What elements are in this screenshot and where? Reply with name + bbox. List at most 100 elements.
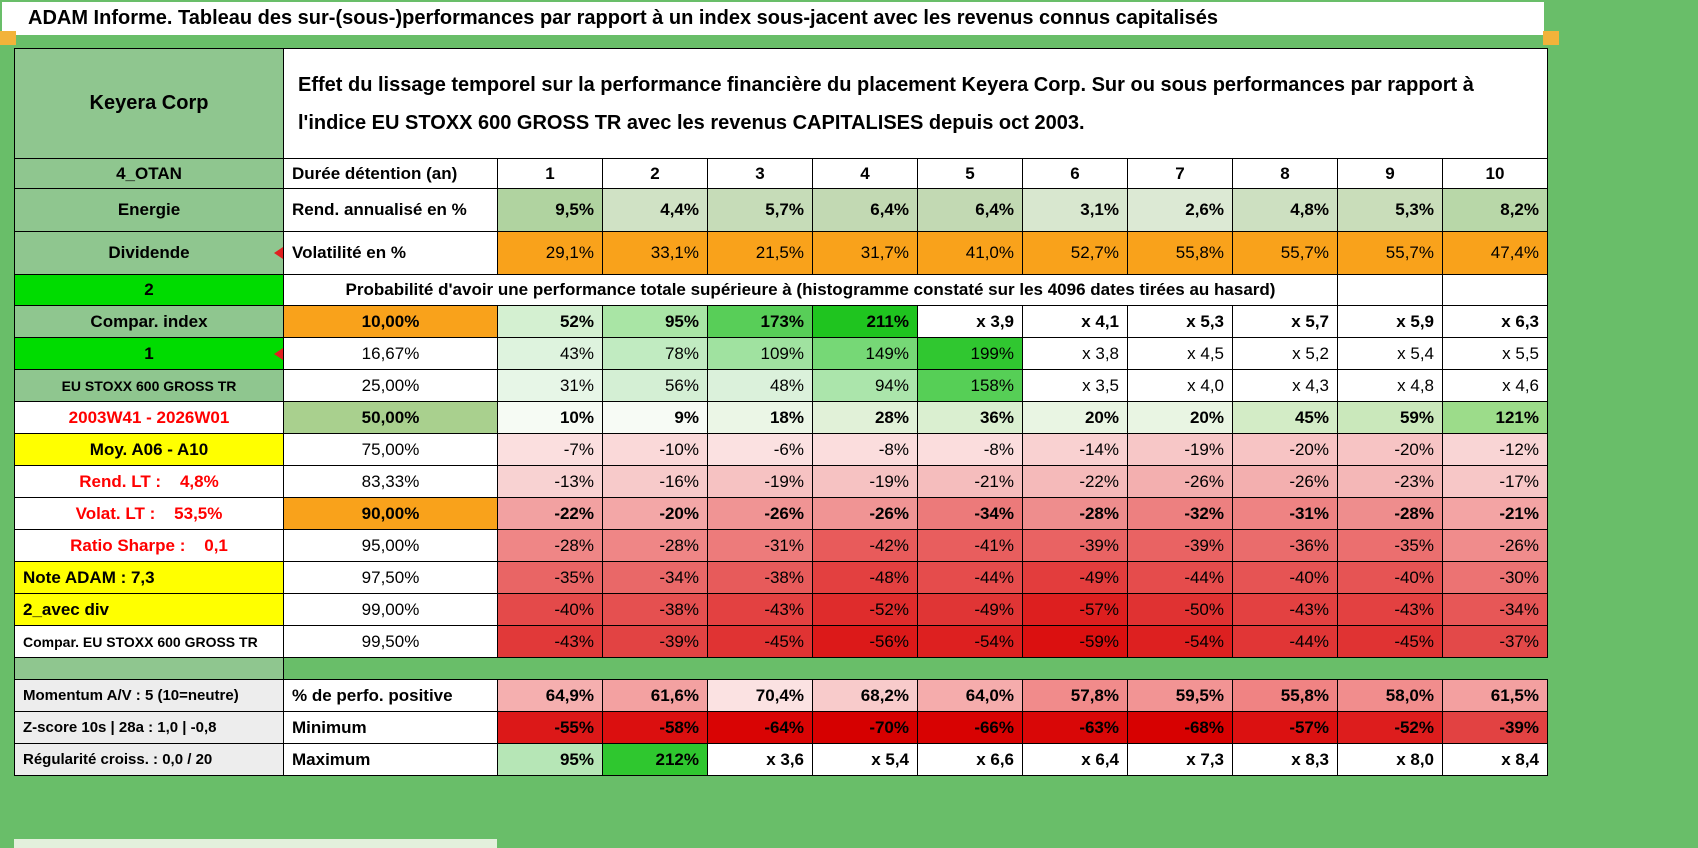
value-cell[interactable]: -59%	[1022, 625, 1128, 658]
value-cell[interactable]: 3,1%	[1022, 188, 1128, 232]
row-label-cell[interactable]: Volatilité en %	[283, 231, 498, 275]
value-cell[interactable]: 5,3%	[1337, 188, 1443, 232]
row-header-cell[interactable]: Volat. LT : 53,5%	[14, 497, 284, 530]
value-cell[interactable]: -54%	[917, 625, 1023, 658]
value-cell[interactable]: -39%	[1127, 529, 1233, 562]
value-cell[interactable]: -31%	[1232, 497, 1338, 530]
value-cell[interactable]: -43%	[1337, 593, 1443, 626]
row-header-cell[interactable]: 2003W41 - 2026W01	[14, 401, 284, 434]
value-cell[interactable]: -22%	[1022, 465, 1128, 498]
empty-cell[interactable]	[1337, 274, 1443, 306]
value-cell[interactable]: 70,4%	[707, 679, 813, 712]
value-cell[interactable]: 18%	[707, 401, 813, 434]
value-cell[interactable]: -34%	[602, 561, 708, 594]
value-cell[interactable]: -20%	[1232, 433, 1338, 466]
value-cell[interactable]: 6,4%	[812, 188, 918, 232]
value-cell[interactable]: 3	[707, 158, 813, 189]
value-cell[interactable]: x 4,6	[1442, 369, 1548, 402]
value-cell[interactable]: 48%	[707, 369, 813, 402]
value-cell[interactable]: 55,7%	[1232, 231, 1338, 275]
value-cell[interactable]: 199%	[917, 337, 1023, 370]
value-cell[interactable]: x 5,9	[1337, 305, 1443, 338]
value-cell[interactable]: -40%	[1337, 561, 1443, 594]
value-cell[interactable]: -70%	[812, 711, 918, 744]
value-cell[interactable]: x 7,3	[1127, 743, 1233, 776]
value-cell[interactable]: 5,7%	[707, 188, 813, 232]
value-cell[interactable]: 121%	[1442, 401, 1548, 434]
value-cell[interactable]: 173%	[707, 305, 813, 338]
value-cell[interactable]: -50%	[1127, 593, 1233, 626]
value-cell[interactable]: -21%	[1442, 497, 1548, 530]
row-header-cell[interactable]: Rend. LT : 4,8%	[14, 465, 284, 498]
value-cell[interactable]: -41%	[917, 529, 1023, 562]
value-cell[interactable]: -28%	[1022, 497, 1128, 530]
row-header-cell[interactable]: 4_OTAN	[14, 158, 284, 189]
value-cell[interactable]: -26%	[1232, 465, 1338, 498]
value-cell[interactable]: -49%	[917, 593, 1023, 626]
value-cell[interactable]: 149%	[812, 337, 918, 370]
row-label-cell[interactable]: 90,00%	[283, 497, 498, 530]
value-cell[interactable]: 8,2%	[1442, 188, 1548, 232]
value-cell[interactable]: 7	[1127, 158, 1233, 189]
value-cell[interactable]: 78%	[602, 337, 708, 370]
value-cell[interactable]: -21%	[917, 465, 1023, 498]
value-cell[interactable]: x 4,1	[1022, 305, 1128, 338]
comment-marker-icon[interactable]	[274, 247, 283, 259]
value-cell[interactable]: -64%	[707, 711, 813, 744]
value-cell[interactable]: x 4,5	[1127, 337, 1233, 370]
row-header-cell[interactable]: 1	[14, 337, 284, 370]
row-header-cell[interactable]: Régularité croiss. : 0,0 / 20	[14, 743, 284, 776]
value-cell[interactable]: -40%	[497, 593, 603, 626]
value-cell[interactable]: 10%	[497, 401, 603, 434]
row-header-cell[interactable]: Note ADAM : 7,3	[14, 561, 284, 594]
value-cell[interactable]: 212%	[602, 743, 708, 776]
value-cell[interactable]: -43%	[1232, 593, 1338, 626]
value-cell[interactable]: -7%	[497, 433, 603, 466]
value-cell[interactable]: 28%	[812, 401, 918, 434]
value-cell[interactable]: -19%	[1127, 433, 1233, 466]
value-cell[interactable]: -26%	[707, 497, 813, 530]
value-cell[interactable]: x 3,6	[707, 743, 813, 776]
value-cell[interactable]: 10	[1442, 158, 1548, 189]
value-cell[interactable]: 2	[602, 158, 708, 189]
value-cell[interactable]: -8%	[917, 433, 1023, 466]
value-cell[interactable]: -45%	[1337, 625, 1443, 658]
row-header-cell[interactable]: Energie	[14, 188, 284, 232]
value-cell[interactable]: -28%	[1337, 497, 1443, 530]
value-cell[interactable]: -57%	[1232, 711, 1338, 744]
value-cell[interactable]: 55,7%	[1337, 231, 1443, 275]
value-cell[interactable]: 55,8%	[1127, 231, 1233, 275]
value-cell[interactable]: -19%	[707, 465, 813, 498]
row-label-cell[interactable]: 95,00%	[283, 529, 498, 562]
value-cell[interactable]: -44%	[1232, 625, 1338, 658]
value-cell[interactable]: -34%	[1442, 593, 1548, 626]
value-cell[interactable]: -31%	[707, 529, 813, 562]
value-cell[interactable]: 58,0%	[1337, 679, 1443, 712]
row-label-cell[interactable]: 16,67%	[283, 337, 498, 370]
value-cell[interactable]: -26%	[1442, 529, 1548, 562]
company-name-cell[interactable]: Keyera Corp	[14, 48, 284, 159]
value-cell[interactable]: -10%	[602, 433, 708, 466]
value-cell[interactable]: -43%	[707, 593, 813, 626]
row-label-cell[interactable]: 83,33%	[283, 465, 498, 498]
value-cell[interactable]: -32%	[1127, 497, 1233, 530]
value-cell[interactable]: -40%	[1232, 561, 1338, 594]
row-label-cell[interactable]: Maximum	[283, 743, 498, 776]
value-cell[interactable]: -8%	[812, 433, 918, 466]
value-cell[interactable]: 31,7%	[812, 231, 918, 275]
value-cell[interactable]: 94%	[812, 369, 918, 402]
value-cell[interactable]: x 4,3	[1232, 369, 1338, 402]
row-label-cell[interactable]: 97,50%	[283, 561, 498, 594]
value-cell[interactable]: 31%	[497, 369, 603, 402]
value-cell[interactable]: x 4,8	[1337, 369, 1443, 402]
value-cell[interactable]: x 8,0	[1337, 743, 1443, 776]
value-cell[interactable]: x 8,4	[1442, 743, 1548, 776]
value-cell[interactable]: -57%	[1022, 593, 1128, 626]
value-cell[interactable]: -22%	[497, 497, 603, 530]
value-cell[interactable]: x 6,6	[917, 743, 1023, 776]
value-cell[interactable]: -54%	[1127, 625, 1233, 658]
value-cell[interactable]: -38%	[707, 561, 813, 594]
value-cell[interactable]: 20%	[1127, 401, 1233, 434]
value-cell[interactable]: -68%	[1127, 711, 1233, 744]
value-cell[interactable]: 43%	[497, 337, 603, 370]
